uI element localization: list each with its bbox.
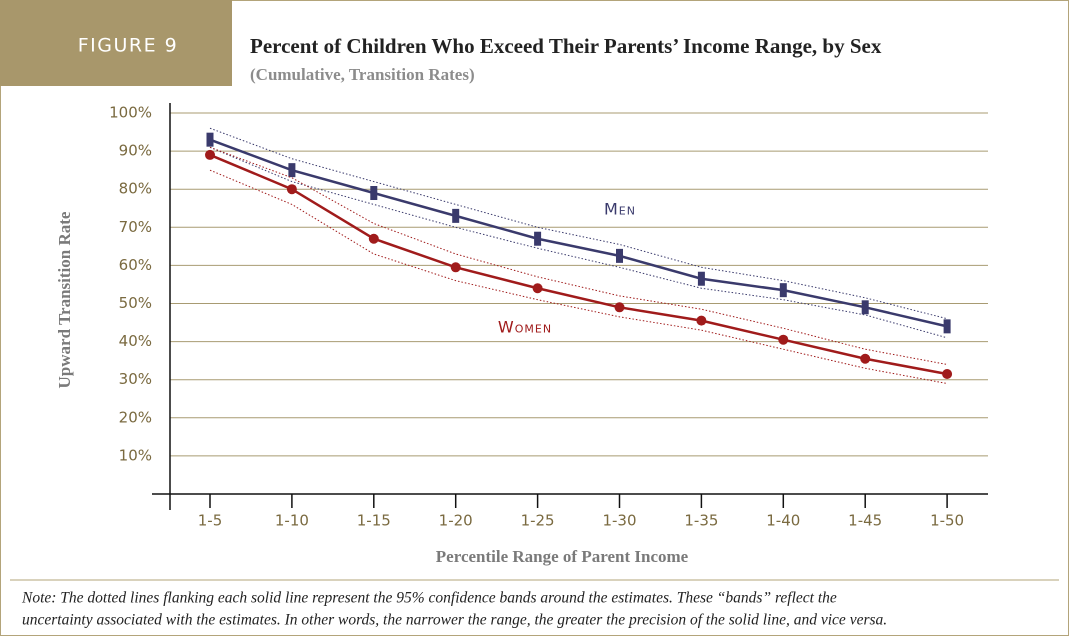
point xyxy=(452,208,460,223)
chart-subtitle: (Cumulative, Transition Rates) xyxy=(250,65,475,84)
point xyxy=(779,283,787,298)
y-tick-label: 100% xyxy=(109,104,152,122)
x-tick-label: 1-15 xyxy=(357,512,391,530)
x-tick-label: 1-5 xyxy=(198,512,223,530)
point xyxy=(205,149,215,160)
y-tick-label: 30% xyxy=(119,370,152,388)
x-tick-label: 1-40 xyxy=(766,512,800,530)
y-axis-label: Upward Transition Rate xyxy=(55,211,74,388)
point xyxy=(532,283,543,294)
y-tick-label: 60% xyxy=(119,256,152,274)
y-tick-label: 10% xyxy=(119,446,152,464)
series-label: Women xyxy=(498,318,552,337)
point xyxy=(616,248,623,263)
point xyxy=(861,300,869,315)
point xyxy=(534,231,542,246)
x-axis-label: Percentile Range of Parent Income xyxy=(436,547,689,566)
note: Note: The dotted lines flanking each sol… xyxy=(21,590,837,607)
y-tick-label: 80% xyxy=(119,180,152,198)
point xyxy=(697,271,705,286)
y-tick-label: 50% xyxy=(119,294,152,312)
x-tick-label: 1-20 xyxy=(439,512,473,530)
x-tick-label: 1-50 xyxy=(930,512,964,530)
point xyxy=(860,353,871,364)
point xyxy=(368,233,379,244)
point xyxy=(286,184,297,195)
chart-title: Percent of Children Who Exceed Their Par… xyxy=(250,34,882,58)
y-tick-label: 40% xyxy=(119,332,152,350)
point xyxy=(206,132,214,147)
x-tick-label: 1-35 xyxy=(684,512,718,530)
point xyxy=(696,315,707,326)
confidence-band xyxy=(209,127,948,320)
figure-label: FIGURE 9 xyxy=(78,35,179,57)
note: uncertainty associated with the estimate… xyxy=(22,612,887,629)
point xyxy=(942,368,953,379)
point xyxy=(288,163,296,178)
y-tick-label: 70% xyxy=(119,218,152,236)
x-tick-label: 1-30 xyxy=(602,512,636,530)
y-tick-label: 90% xyxy=(119,142,152,160)
series-line xyxy=(209,138,948,328)
y-tick-label: 20% xyxy=(119,408,152,426)
confidence-band xyxy=(209,169,948,385)
point xyxy=(614,302,625,313)
point xyxy=(450,262,461,273)
point xyxy=(943,319,951,334)
point xyxy=(778,334,789,345)
point xyxy=(370,186,378,201)
confidence-band xyxy=(209,146,948,365)
x-tick-label: 1-10 xyxy=(275,512,309,530)
series-line xyxy=(209,153,948,376)
x-tick-label: 1-45 xyxy=(848,512,882,530)
figure-badge xyxy=(0,0,232,86)
x-tick-label: 1-25 xyxy=(521,512,555,530)
confidence-band xyxy=(209,146,948,339)
series-label: Men xyxy=(604,200,636,219)
